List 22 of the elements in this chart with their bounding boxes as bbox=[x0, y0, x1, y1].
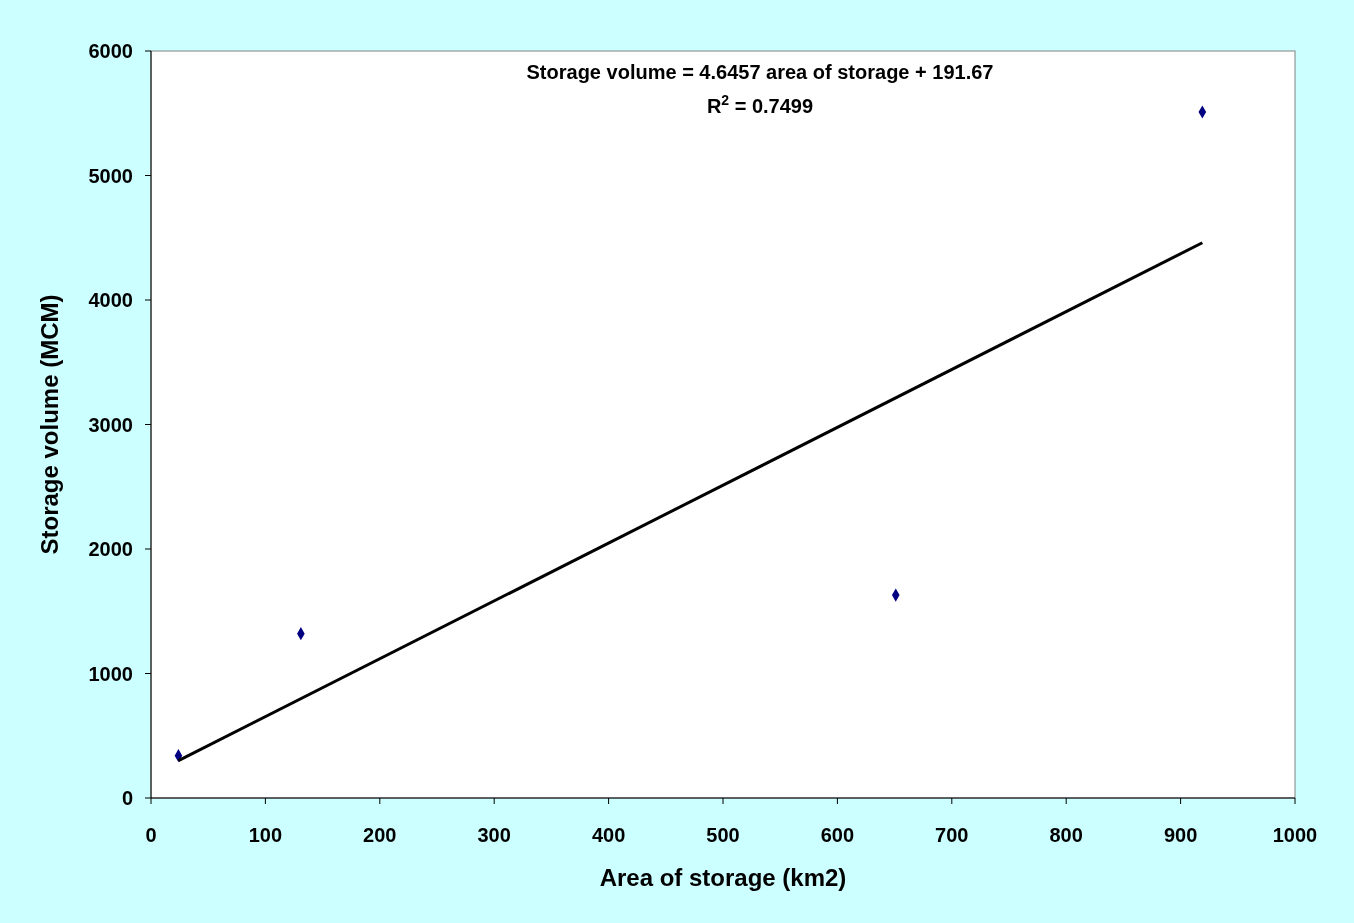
y-tick-label: 0 bbox=[121, 787, 133, 809]
x-tick-label: 0 bbox=[145, 824, 157, 846]
x-tick-label: 600 bbox=[820, 824, 855, 846]
x-tick-label: 700 bbox=[935, 824, 969, 846]
y-tick-label: 3000 bbox=[88, 413, 133, 436]
x-tick-label: 900 bbox=[1163, 824, 1198, 846]
annotation: R$^{2}$ = 0.7499 bbox=[706, 92, 814, 117]
x-tick-label: 100 bbox=[248, 824, 283, 846]
y-tick-label: 2000 bbox=[88, 538, 133, 560]
x-tick-label: 200 bbox=[363, 824, 397, 846]
x-tick-label: 500 bbox=[706, 824, 740, 846]
x-tick-label: 1000 bbox=[1272, 824, 1318, 846]
x-axis-title: Area of storage (km2) bbox=[599, 864, 847, 891]
x-tick-label: 800 bbox=[1049, 824, 1083, 846]
y-tick-label: 5000 bbox=[88, 164, 133, 187]
x-tick-label: 300 bbox=[477, 824, 511, 846]
y-tick-label: 1000 bbox=[88, 662, 133, 685]
y-tick-label: 6000 bbox=[88, 40, 133, 62]
y-tick-label: 4000 bbox=[88, 289, 133, 311]
y-axis-title: Storage volume (MCM) bbox=[36, 294, 63, 555]
annotation: Storage volume = 4.6457 area of storage + 191.67 bbox=[526, 61, 994, 83]
x-tick-label: 400 bbox=[591, 824, 626, 846]
